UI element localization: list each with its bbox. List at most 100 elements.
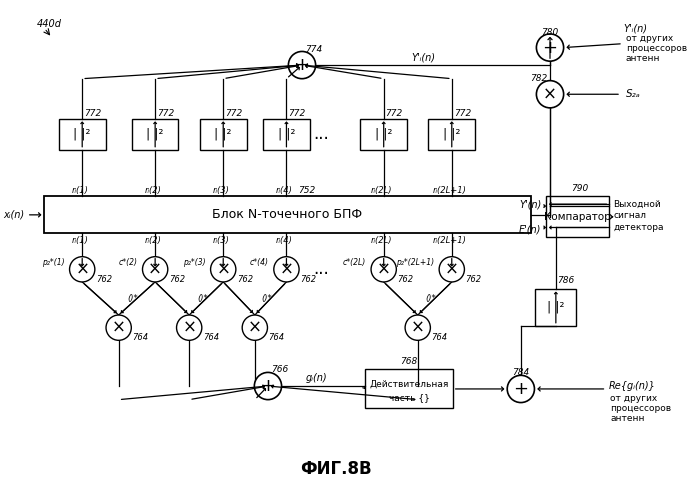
Text: процессоров: процессоров [626,44,687,53]
Text: ...: ... [314,260,329,278]
Text: 762: 762 [96,274,112,284]
Circle shape [536,34,563,61]
Text: 772: 772 [386,109,403,118]
Text: c*(4): c*(4) [250,258,269,267]
Circle shape [242,315,268,341]
Text: от других: от других [626,34,673,43]
Text: rᵢ(4): rᵢ(4) [276,236,293,245]
Text: 764: 764 [268,333,284,342]
Text: 772: 772 [454,109,471,118]
Text: 762: 762 [168,274,185,284]
Text: 784: 784 [512,368,529,377]
Text: 772: 772 [84,109,101,118]
Text: rᵢ(2L+1): rᵢ(2L+1) [433,236,467,245]
Text: Компаратор: Компаратор [545,212,611,222]
Text: ()*: ()* [197,294,208,303]
Text: rᵢ(2): rᵢ(2) [145,236,161,245]
Text: c*(2): c*(2) [119,258,138,267]
Bar [546,196,610,237]
Text: rᵢ(2L): rᵢ(2L) [371,236,393,245]
Text: S₂ₐ: S₂ₐ [626,89,641,99]
Text: p₂*(2L+1): p₂*(2L+1) [396,258,434,267]
Text: Выходной: Выходной [613,199,661,209]
Text: | |²: | |² [73,127,91,141]
Text: сигнал: сигнал [613,211,647,220]
Text: | |²: | |² [443,127,461,141]
Circle shape [143,257,168,282]
Text: rᵢ(3): rᵢ(3) [212,186,230,195]
Text: ×: × [216,260,230,278]
Text: детектора: детектора [613,223,664,232]
Text: xᵢ(n): xᵢ(n) [3,210,25,220]
Circle shape [289,51,316,79]
Bar [59,119,106,149]
Text: ...: ... [314,125,329,143]
Text: 772: 772 [289,109,305,118]
Circle shape [274,257,299,282]
Text: Y'(n): Y'(n) [519,199,541,209]
Circle shape [177,315,202,341]
Text: 766: 766 [271,365,288,374]
Text: p₂*(3): p₂*(3) [183,258,206,267]
Circle shape [371,257,396,282]
Circle shape [439,257,464,282]
Circle shape [507,375,535,403]
Text: gᵢ(n): gᵢ(n) [305,373,327,383]
Text: | |²: | |² [547,301,565,314]
Text: +: + [294,56,310,74]
Text: ×: × [411,318,425,337]
Text: часть {}: часть {} [389,393,429,402]
Bar [200,119,247,149]
Bar [132,119,178,149]
Circle shape [70,257,95,282]
Text: ×: × [75,260,89,278]
Text: rᵢ(4): rᵢ(4) [276,186,293,195]
Text: ×: × [445,260,459,278]
Bar [428,119,475,149]
Text: | |²: | |² [146,127,164,141]
Text: 440d: 440d [36,19,62,29]
Text: ()*: ()* [128,294,138,303]
Text: 774: 774 [305,45,322,54]
Text: +: + [542,39,558,56]
Bar [365,369,453,408]
Circle shape [106,315,131,341]
Text: ()*: ()* [426,294,436,303]
Text: Re{gᵢ(n)}: Re{gᵢ(n)} [608,381,655,391]
Text: 764: 764 [431,333,447,342]
Text: антенн: антенн [610,414,644,422]
Text: Y'ᵢ(n): Y'ᵢ(n) [412,52,435,62]
Circle shape [254,372,282,400]
Text: Y'ᵢ(n): Y'ᵢ(n) [623,23,647,33]
Text: ×: × [112,318,126,337]
Text: от других: от других [610,394,658,403]
Text: 764: 764 [132,333,148,342]
Text: 752: 752 [298,186,315,195]
Text: E'(n): E'(n) [519,224,541,234]
Text: Блок N-точечного БПФ: Блок N-точечного БПФ [212,208,363,221]
Text: | |²: | |² [278,127,295,141]
Text: p₂*(1): p₂*(1) [42,258,65,267]
Text: 790: 790 [571,184,589,193]
Text: 762: 762 [237,274,253,284]
Text: процессоров: процессоров [610,404,672,413]
Text: ФИГ.8В: ФИГ.8В [301,460,372,478]
Text: 762: 762 [397,274,413,284]
Text: 764: 764 [203,333,219,342]
Text: 762: 762 [300,274,316,284]
Text: rᵢ(2): rᵢ(2) [145,186,161,195]
Text: 780: 780 [542,27,559,36]
Circle shape [536,81,563,108]
Text: +: + [513,380,528,398]
Text: 762: 762 [466,274,482,284]
Circle shape [210,257,236,282]
Text: 782: 782 [530,74,547,83]
Text: 772: 772 [157,109,174,118]
Text: антенн: антенн [626,54,661,63]
Text: ×: × [543,85,557,103]
Text: ×: × [182,318,196,337]
Text: rᵢ(2L+1): rᵢ(2L+1) [433,186,467,195]
Text: | |²: | |² [375,127,392,141]
Text: Действительная: Действительная [369,380,449,389]
Text: 786: 786 [557,276,575,286]
